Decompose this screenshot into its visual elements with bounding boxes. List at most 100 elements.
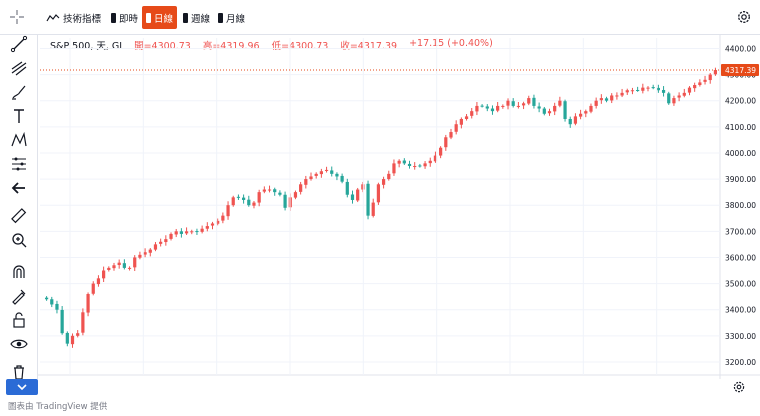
- candle-body: [55, 303, 59, 310]
- candle-body: [44, 297, 49, 300]
- candle-body: [547, 111, 552, 114]
- stay-in-draw-tool[interactable]: [10, 287, 28, 305]
- candle-body: [423, 163, 427, 167]
- candle-body: [475, 105, 479, 112]
- zoom-tool[interactable]: [10, 231, 28, 249]
- text-tool[interactable]: [10, 107, 28, 125]
- pattern-tool[interactable]: [10, 131, 28, 149]
- candle-body: [293, 192, 298, 198]
- interval-monthly-button[interactable]: 月線: [214, 6, 249, 29]
- candle-body: [672, 98, 676, 104]
- candle-body: [345, 181, 349, 195]
- candle-body: [164, 239, 168, 243]
- candle-body: [200, 228, 204, 232]
- candle-body: [350, 194, 355, 200]
- candle-body: [501, 105, 505, 107]
- interval-intraday-button[interactable]: 即時: [107, 6, 142, 29]
- candle-body: [221, 215, 225, 221]
- magnet-tool[interactable]: [10, 263, 28, 281]
- price-tick-label: 3500.00: [725, 280, 756, 289]
- visibility-tool[interactable]: [10, 335, 28, 353]
- indicators-button[interactable]: 技術指標: [42, 6, 105, 29]
- candlestick-chart[interactable]: 4400.004300.004200.004100.004000.003900.…: [38, 35, 760, 379]
- price-tick-label: 3600.00: [725, 253, 756, 262]
- candle-body: [127, 267, 132, 269]
- candle-body: [418, 165, 422, 167]
- candle-body: [153, 244, 158, 250]
- candle-body: [76, 333, 80, 336]
- indicators-icon: [46, 13, 60, 21]
- candle-body: [319, 171, 323, 175]
- candle-body: [693, 85, 697, 89]
- candle-icon: [146, 12, 151, 23]
- candle-body: [444, 137, 448, 148]
- interval-weekly-button[interactable]: 週線: [179, 6, 214, 29]
- candle-body: [392, 163, 396, 174]
- candle-body: [496, 105, 500, 111]
- lock-tool[interactable]: [10, 311, 28, 329]
- magnet-icon: [13, 265, 25, 278]
- candle-body: [682, 92, 686, 96]
- candle-body: [537, 106, 541, 109]
- interval-daily-button[interactable]: 日線: [142, 6, 178, 29]
- prediction-tool[interactable]: [10, 155, 28, 173]
- candle-body: [81, 312, 85, 333]
- brush-icon: [12, 85, 26, 100]
- candle-body: [553, 105, 557, 112]
- candle-body: [708, 74, 712, 81]
- candle-body: [60, 309, 64, 334]
- candle-body: [267, 189, 272, 191]
- candle-body: [661, 89, 666, 93]
- price-tick-label: 3700.00: [725, 227, 756, 236]
- open-value: 開=4300.73: [134, 41, 191, 52]
- measure-tool[interactable]: [10, 207, 28, 225]
- gear-icon[interactable]: [736, 9, 752, 25]
- candle-body: [335, 173, 339, 177]
- candle-body: [454, 124, 458, 132]
- candle-body: [563, 101, 567, 119]
- crosshair-icon[interactable]: [9, 9, 25, 25]
- pencil-lock-icon: [12, 289, 26, 305]
- candle-body: [247, 199, 251, 206]
- candle-body: [143, 252, 147, 255]
- change-value: +17.15 (+0.40%): [409, 38, 493, 49]
- candle-body: [86, 294, 90, 313]
- drawing-toolbar: [0, 35, 38, 380]
- candle-body: [459, 118, 463, 125]
- symbol-label[interactable]: S&P 500, 天, GI: [50, 41, 123, 52]
- prediction-icon: [12, 157, 26, 171]
- candle-body: [407, 163, 412, 167]
- price-tick-label: 3200.00: [725, 358, 756, 367]
- candle-body: [579, 113, 583, 117]
- candle-body: [262, 189, 266, 192]
- candle-body: [439, 147, 443, 156]
- candle-body: [527, 98, 531, 104]
- candle-body: [480, 105, 484, 107]
- candle-body: [568, 118, 572, 125]
- candle-body: [236, 196, 241, 198]
- candle-body: [677, 95, 681, 98]
- candle-body: [604, 98, 609, 101]
- chevron-down-icon: [17, 384, 27, 391]
- candle-body: [138, 254, 142, 258]
- candle-body: [314, 173, 318, 176]
- candle-body: [195, 231, 199, 233]
- candle-body: [542, 108, 546, 114]
- price-tick-label: 3400.00: [725, 306, 756, 315]
- candle-body: [387, 173, 391, 180]
- price-tick-label: 3800.00: [725, 201, 756, 210]
- candle-body: [490, 108, 495, 112]
- fib-tool[interactable]: [10, 59, 28, 77]
- arrow-left-icon: [11, 182, 25, 194]
- candle-body: [584, 111, 588, 114]
- brush-tool[interactable]: [10, 83, 28, 101]
- candle-body: [381, 179, 386, 185]
- indicators-label: 技術指標: [63, 13, 102, 25]
- candle-body: [65, 332, 69, 344]
- candle-body: [656, 87, 660, 91]
- trend-line-tool[interactable]: [10, 35, 28, 53]
- axis-settings-icon[interactable]: [732, 380, 746, 394]
- back-tool[interactable]: [10, 179, 28, 197]
- candle-icon: [218, 12, 223, 23]
- collapse-toolbar-button[interactable]: [6, 379, 38, 395]
